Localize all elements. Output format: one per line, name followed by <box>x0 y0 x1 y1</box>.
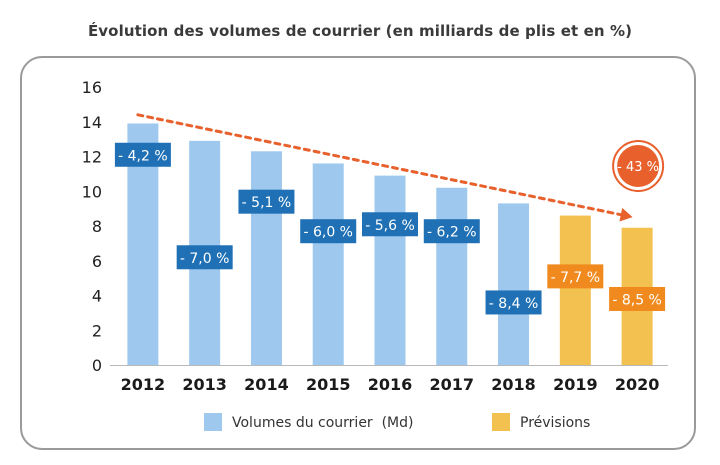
change-label: - 5,6 % <box>365 218 415 234</box>
change-label: - 8,5 % <box>612 292 662 308</box>
bar-2018 <box>498 203 530 365</box>
y-tick-label: 12 <box>82 148 102 167</box>
change-label-box <box>609 286 666 311</box>
change-label-box <box>114 142 171 167</box>
y-tick-label: 4 <box>92 287 102 306</box>
x-tick-label: 2020 <box>615 375 660 394</box>
legend-label: Volumes du courrier (Md) <box>232 415 413 431</box>
change-label: - 4,2 % <box>118 148 168 164</box>
y-tick-label: 6 <box>92 252 102 271</box>
legend-swatch-actual <box>204 413 222 431</box>
y-tick-label: 16 <box>82 78 102 97</box>
change-label: - 7,0 % <box>180 251 230 267</box>
y-tick-label: 10 <box>82 182 102 201</box>
x-tick-label: 2017 <box>430 375 475 394</box>
x-tick-label: 2015 <box>306 375 351 394</box>
y-tick-label: 0 <box>92 356 102 375</box>
change-label-box <box>423 219 480 244</box>
bar-2019 <box>559 215 591 365</box>
y-tick-label: 8 <box>92 217 102 236</box>
bar-2015 <box>312 163 344 365</box>
x-tick-label: 2016 <box>368 375 413 394</box>
legend-swatch-forecast <box>492 413 510 431</box>
change-label-box <box>547 264 604 289</box>
trend-badge-label: - 43 % <box>617 160 659 175</box>
bar-2017 <box>436 187 468 365</box>
change-label: - 6,2 % <box>427 225 477 241</box>
change-label-box <box>300 219 357 244</box>
y-tick-label: 14 <box>82 113 102 132</box>
x-tick-label: 2019 <box>553 375 598 394</box>
x-tick-label: 2012 <box>121 375 166 394</box>
change-label-box <box>176 245 233 270</box>
change-label: - 6,0 % <box>303 225 353 241</box>
x-tick-label: 2018 <box>491 375 536 394</box>
x-tick-label: 2013 <box>182 375 227 394</box>
bar-2016 <box>374 175 406 365</box>
change-label: - 5,1 % <box>242 195 292 211</box>
change-label: - 8,4 % <box>489 296 539 312</box>
change-label-box <box>362 212 418 237</box>
chart-frame <box>20 56 696 450</box>
change-label: - 7,7 % <box>551 270 601 286</box>
trend-line <box>136 113 627 218</box>
change-label-box <box>238 189 295 214</box>
chart-title: Évolution des volumes de courrier (en mi… <box>87 22 633 40</box>
x-tick-label: 2014 <box>244 375 289 394</box>
bar-2014 <box>250 151 282 365</box>
trend-badge <box>617 145 660 187</box>
change-label-box <box>485 290 542 315</box>
legend-label: Prévisions <box>520 415 590 431</box>
trend-arrowhead <box>619 207 633 222</box>
y-tick-label: 2 <box>92 321 102 340</box>
